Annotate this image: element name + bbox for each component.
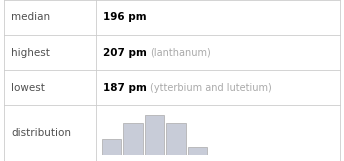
- Bar: [188, 147, 207, 155]
- Bar: [145, 115, 164, 155]
- Text: 196 pm: 196 pm: [103, 13, 147, 23]
- Bar: [102, 139, 121, 155]
- Text: 207 pm: 207 pm: [103, 47, 147, 57]
- Text: lowest: lowest: [11, 82, 45, 93]
- Text: 187 pm: 187 pm: [103, 82, 147, 93]
- Bar: [123, 123, 143, 155]
- Text: distribution: distribution: [11, 128, 71, 138]
- Text: (ytterbium and lutetium): (ytterbium and lutetium): [150, 82, 271, 93]
- Bar: [166, 123, 186, 155]
- Text: (lanthanum): (lanthanum): [150, 47, 211, 57]
- Text: highest: highest: [11, 47, 50, 57]
- Text: median: median: [11, 13, 50, 23]
